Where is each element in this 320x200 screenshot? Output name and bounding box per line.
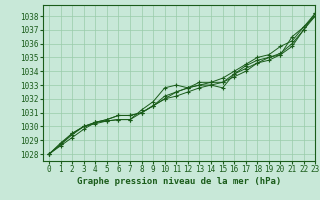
X-axis label: Graphe pression niveau de la mer (hPa): Graphe pression niveau de la mer (hPa) — [77, 177, 281, 186]
